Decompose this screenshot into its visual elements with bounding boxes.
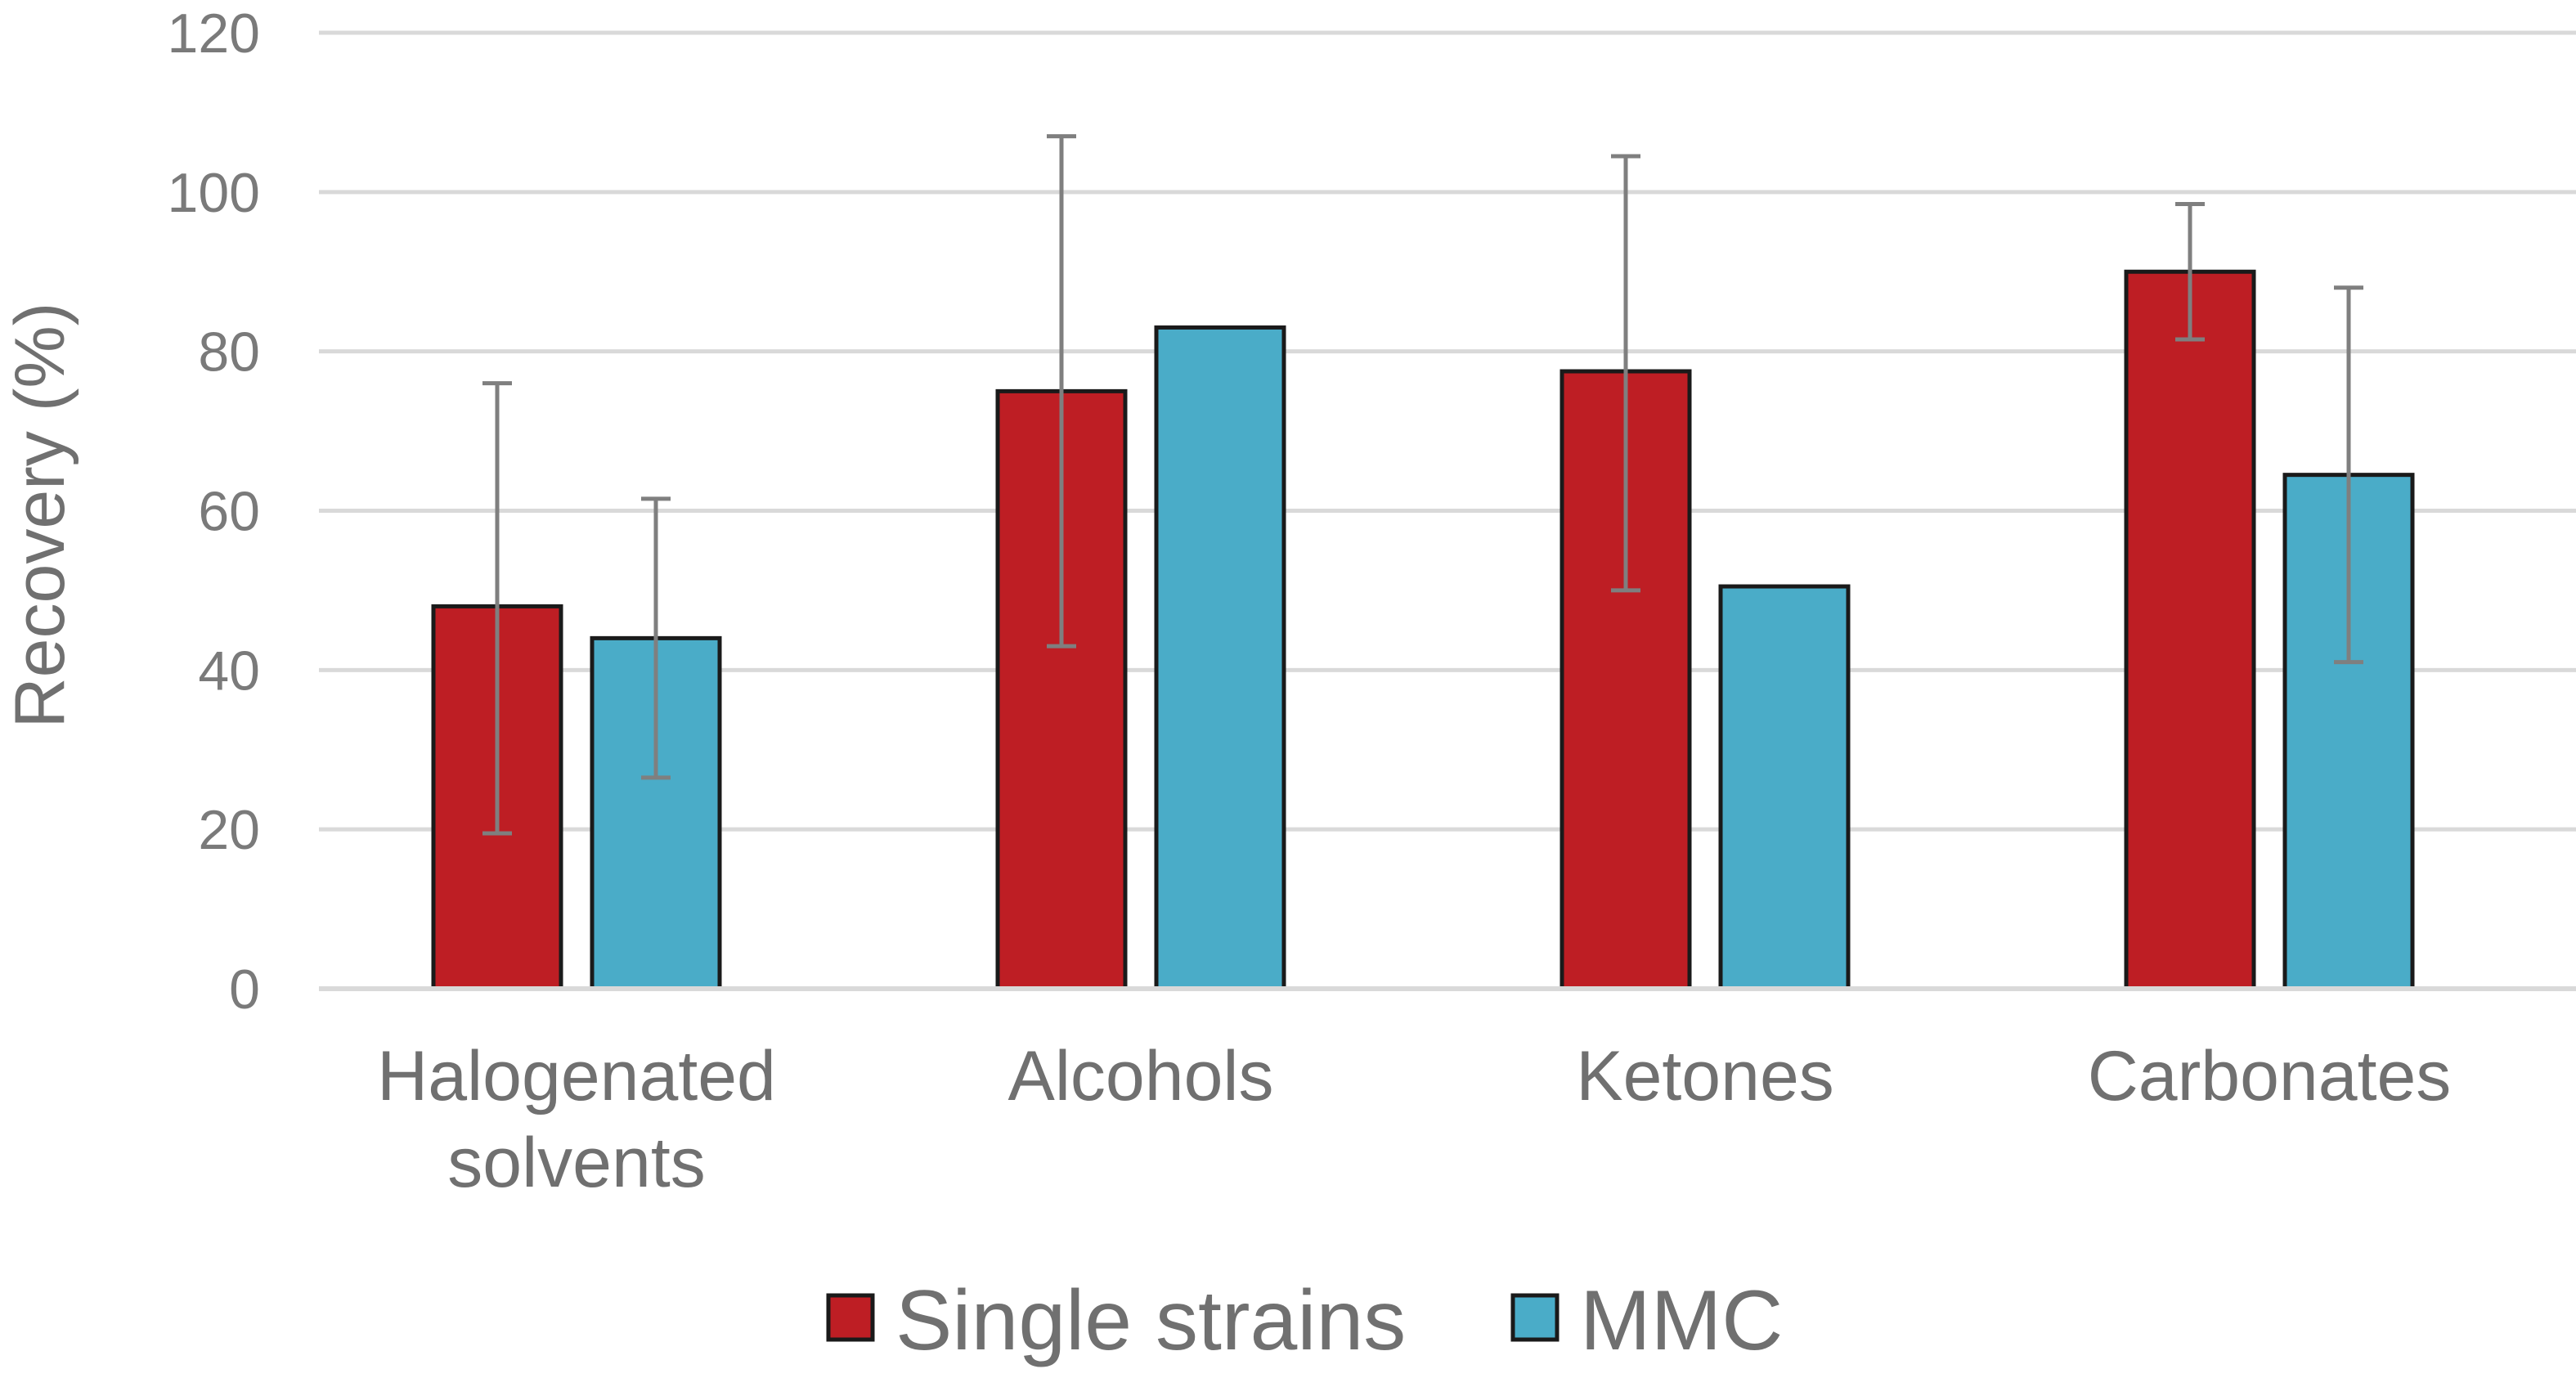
y-tick-label: 0 bbox=[229, 958, 260, 1021]
x-axis-categories: Halogenated solvents Alcohols Ketones Carbon… bbox=[377, 1037, 2451, 1202]
y-tick-label: 40 bbox=[198, 640, 260, 702]
error-bars bbox=[482, 134, 2363, 836]
y-tick-label: 120 bbox=[168, 2, 260, 65]
y-axis-label: Recovery (%) bbox=[1, 303, 79, 729]
legend-label: Single strains bbox=[895, 1273, 1406, 1368]
y-tick-label: 100 bbox=[168, 162, 260, 224]
y-tick-label: 20 bbox=[198, 799, 260, 861]
x-category-label: Halogenated solvents bbox=[377, 1037, 776, 1202]
y-tick-label: 60 bbox=[198, 481, 260, 543]
y-axis-ticks: 0 20 40 60 80 100 120 bbox=[168, 2, 260, 1021]
legend-label: MMC bbox=[1580, 1273, 1783, 1368]
x-category-label-line: Carbonates bbox=[2088, 1037, 2452, 1115]
x-category-label: Ketones bbox=[1576, 1037, 1834, 1115]
bar-mmc bbox=[1718, 584, 1851, 991]
bars bbox=[431, 269, 2415, 991]
legend: Single strains MMC bbox=[826, 1273, 1783, 1368]
x-category-label-line: Alcohols bbox=[1008, 1037, 1273, 1115]
x-category-label-line: solvents bbox=[447, 1124, 706, 1202]
x-category-label: Carbonates bbox=[2088, 1037, 2452, 1115]
legend-swatch bbox=[826, 1293, 875, 1342]
x-category-label-line: Ketones bbox=[1576, 1037, 1834, 1115]
legend-swatch bbox=[1510, 1293, 1560, 1342]
y-tick-label: 80 bbox=[198, 321, 260, 384]
bar-single-strains bbox=[2124, 269, 2256, 991]
x-category-label: Alcohols bbox=[1008, 1037, 1273, 1115]
bar-mmc bbox=[1154, 325, 1286, 991]
x-category-label-line: Halogenated bbox=[377, 1037, 776, 1115]
